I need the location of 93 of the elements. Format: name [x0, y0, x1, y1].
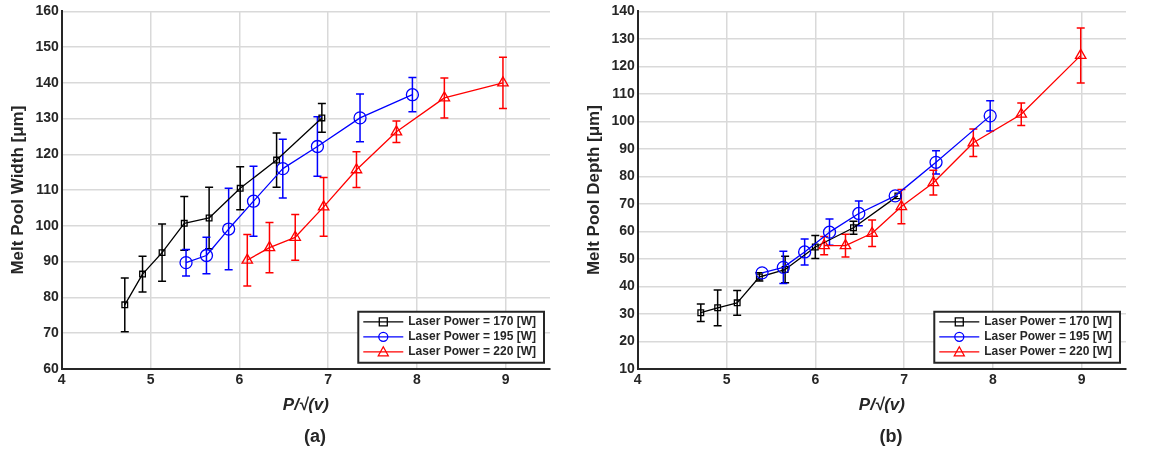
- point: [895, 199, 908, 211]
- point: [318, 114, 326, 122]
- y-tick-label: 10: [619, 359, 635, 376]
- point: [139, 270, 147, 278]
- y-tick-label: 80: [43, 288, 59, 305]
- point: [714, 304, 722, 312]
- point: [866, 226, 878, 237]
- legend-label: Laser Power = 220 [W]: [984, 344, 1112, 359]
- y-tick-label: 130: [35, 109, 59, 126]
- x-tick-label: 5: [146, 371, 155, 388]
- point: [180, 219, 188, 227]
- point: [222, 222, 236, 236]
- x-tick-label: 4: [633, 371, 642, 388]
- x-axis-title: P/√(v): [282, 395, 330, 415]
- y-tick-label: 90: [619, 139, 635, 156]
- y-tick-label: 20: [619, 332, 635, 349]
- point: [888, 189, 902, 203]
- point: [353, 111, 367, 125]
- point: [852, 206, 866, 221]
- y-tick-label: 150: [35, 38, 59, 54]
- y-tick-label: 80: [619, 167, 635, 184]
- legend-label: Laser Power = 195 [W]: [408, 329, 536, 344]
- point: [822, 225, 837, 239]
- point: [289, 230, 302, 241]
- legend-label: Laser Power = 170 [W]: [408, 314, 536, 329]
- x-tick-label: 9: [501, 371, 510, 388]
- point: [273, 156, 281, 164]
- point: [1015, 107, 1028, 118]
- point: [967, 136, 980, 147]
- point: [818, 238, 831, 250]
- point: [405, 88, 420, 102]
- point: [390, 125, 403, 136]
- point: [236, 184, 244, 192]
- y-tick-label: 30: [619, 304, 635, 321]
- y-tick-label: 110: [36, 180, 59, 197]
- y-tick-label: 140: [35, 73, 59, 90]
- point: [733, 299, 741, 307]
- point: [927, 176, 940, 187]
- point: [276, 162, 290, 176]
- y-tick-label: 50: [619, 249, 635, 266]
- point: [438, 91, 451, 102]
- y-axis-title: Melt Pool Depth [μm]: [583, 105, 603, 276]
- x-tick-label: 4: [57, 371, 66, 388]
- point: [263, 240, 276, 252]
- legend-label: Laser Power = 170 [W]: [984, 314, 1112, 329]
- point: [158, 249, 166, 257]
- point: [929, 155, 943, 169]
- point: [310, 139, 325, 154]
- point: [983, 109, 997, 123]
- point: [839, 238, 852, 250]
- point: [121, 301, 129, 309]
- y-tick-label: 110: [612, 84, 635, 101]
- x-tick-label: 5: [722, 371, 731, 388]
- point: [317, 200, 330, 211]
- y-tick-label: 130: [611, 29, 635, 46]
- x-axis-title: P/√(v): [858, 395, 906, 415]
- point: [241, 253, 254, 264]
- point: [798, 245, 812, 259]
- y-tick-label: 100: [35, 216, 59, 233]
- x-tick-label: 6: [235, 371, 244, 388]
- point: [350, 163, 363, 174]
- point: [776, 260, 790, 274]
- y-tick-label: 100: [611, 112, 635, 129]
- point: [246, 194, 261, 208]
- text: (a): [303, 426, 327, 447]
- point: [697, 309, 705, 317]
- y-tick-label: 60: [43, 359, 59, 376]
- x-tick-label: 8: [988, 371, 997, 388]
- y-tick-label: 90: [43, 252, 59, 269]
- x-tick-label: 6: [811, 371, 820, 388]
- y-tick-label: 60: [619, 222, 635, 239]
- y-tick-label: 40: [619, 277, 635, 294]
- point: [497, 76, 509, 87]
- point: [811, 243, 819, 251]
- y-tick-label: 70: [619, 194, 635, 211]
- y-tick-label: 70: [43, 323, 59, 340]
- point: [199, 248, 214, 263]
- text: (b): [878, 426, 904, 447]
- y-tick-label: 160: [35, 2, 59, 19]
- point: [1074, 48, 1087, 60]
- x-tick-label: 7: [900, 371, 909, 388]
- x-tick-label: 8: [412, 371, 421, 388]
- legend-label: Laser Power = 220 [W]: [408, 344, 536, 359]
- x-tick-label: 9: [1077, 371, 1086, 388]
- y-axis-title: Melt Pool Width [μm]: [7, 105, 27, 275]
- x-tick-label: 7: [324, 371, 333, 388]
- y-tick-label: 140: [611, 2, 635, 19]
- legend-label: Laser Power = 195 [W]: [984, 329, 1112, 344]
- point: [755, 266, 769, 280]
- y-tick-label: 120: [611, 57, 635, 74]
- point: [205, 214, 213, 222]
- y-tick-label: 120: [35, 145, 59, 162]
- point: [179, 255, 193, 270]
